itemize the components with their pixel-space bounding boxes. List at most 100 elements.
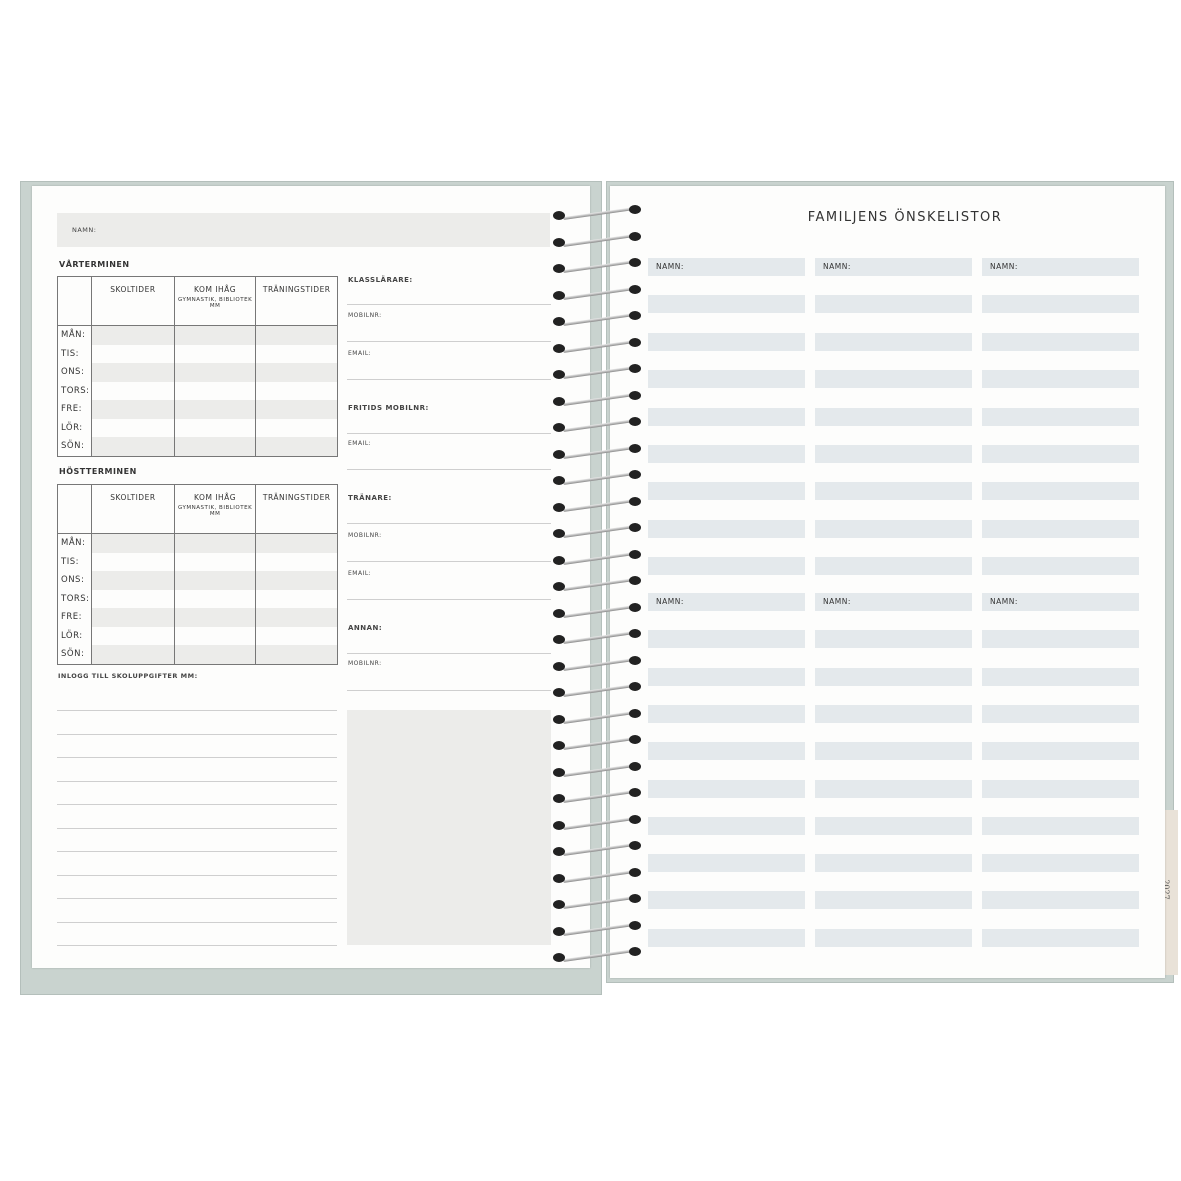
login-line[interactable]	[57, 757, 337, 758]
wishlist-item-field[interactable]	[815, 295, 972, 314]
wishlist-item-field[interactable]	[648, 779, 805, 798]
login-line[interactable]	[57, 921, 337, 923]
wishlist-item-field[interactable]	[815, 891, 972, 910]
wishlist-item-field[interactable]	[648, 445, 805, 463]
wishlist-item-field[interactable]	[648, 816, 805, 835]
wishlist-item-field[interactable]	[815, 854, 972, 873]
wishlist-item-field[interactable]	[648, 370, 805, 389]
wishlist-item-field[interactable]	[648, 704, 805, 723]
login-line[interactable]	[57, 874, 337, 876]
login-line[interactable]	[57, 851, 337, 852]
wishlist-item-field[interactable]	[648, 295, 805, 314]
cell[interactable]	[90, 325, 175, 345]
wishlist-item-field[interactable]	[982, 891, 1139, 910]
cell[interactable]	[90, 571, 175, 590]
year-tab[interactable]: 2027	[1162, 810, 1178, 975]
wishlist-item-field[interactable]	[648, 667, 805, 686]
cell[interactable]	[90, 344, 175, 363]
login-line[interactable]	[57, 945, 337, 946]
wishlist-name-field[interactable]: NAMN:	[648, 593, 805, 611]
wishlist-item-field[interactable]	[982, 742, 1139, 761]
login-line[interactable]	[57, 827, 337, 829]
wishlist-item-field[interactable]	[982, 557, 1139, 576]
wishlist-item-field[interactable]	[982, 370, 1139, 389]
wishlist-item-field[interactable]	[982, 332, 1139, 351]
wishlist-name-field[interactable]: NAMN:	[982, 258, 1139, 276]
cell[interactable]	[173, 533, 256, 553]
wishlist-item-field[interactable]	[648, 482, 805, 501]
wishlist-item-field[interactable]	[815, 779, 972, 798]
wishlist-item-field[interactable]	[982, 407, 1139, 426]
cell[interactable]	[255, 363, 338, 382]
cell[interactable]	[255, 344, 338, 363]
cell[interactable]	[255, 418, 338, 437]
cell[interactable]	[90, 626, 175, 645]
cell[interactable]	[255, 626, 338, 645]
wishlist-item-field[interactable]	[648, 332, 805, 351]
wishlist-item-field[interactable]	[815, 370, 972, 389]
contact-line[interactable]	[347, 433, 551, 434]
cell[interactable]	[90, 589, 175, 608]
wishlist-item-field[interactable]	[815, 630, 972, 649]
contact-line[interactable]	[347, 523, 551, 524]
cell[interactable]	[90, 533, 175, 553]
wishlist-item-field[interactable]	[815, 332, 972, 351]
login-line[interactable]	[57, 710, 337, 711]
login-line[interactable]	[57, 804, 337, 805]
wishlist-item-field[interactable]	[648, 407, 805, 426]
cell[interactable]	[255, 533, 338, 553]
cell[interactable]	[173, 400, 256, 419]
cell[interactable]	[255, 571, 338, 590]
wishlist-name-field[interactable]: NAMN:	[815, 258, 972, 276]
wishlist-item-field[interactable]	[815, 445, 972, 463]
cell[interactable]	[255, 437, 338, 456]
cell[interactable]	[255, 400, 338, 419]
wishlist-item-field[interactable]	[982, 630, 1139, 649]
cell[interactable]	[90, 381, 175, 400]
wishlist-item-field[interactable]	[982, 667, 1139, 686]
contact-line[interactable]	[347, 653, 551, 654]
wishlist-item-field[interactable]	[815, 557, 972, 576]
cell[interactable]	[255, 381, 338, 400]
login-line[interactable]	[57, 780, 337, 782]
wishlist-item-field[interactable]	[815, 816, 972, 835]
cell[interactable]	[255, 589, 338, 608]
wishlist-name-field[interactable]: NAMN:	[648, 258, 805, 276]
cell[interactable]	[90, 552, 175, 571]
contact-line[interactable]	[347, 379, 551, 380]
notes-box[interactable]	[347, 710, 551, 945]
wishlist-item-field[interactable]	[815, 667, 972, 686]
wishlist-item-field[interactable]	[982, 779, 1139, 798]
wishlist-item-field[interactable]	[648, 519, 805, 538]
login-line[interactable]	[57, 733, 337, 735]
wishlist-item-field[interactable]	[648, 854, 805, 873]
contact-line[interactable]	[347, 304, 551, 305]
wishlist-item-field[interactable]	[648, 557, 805, 576]
wishlist-item-field[interactable]	[815, 928, 972, 947]
cell[interactable]	[173, 552, 256, 571]
contact-line[interactable]	[347, 690, 551, 691]
cell[interactable]	[173, 344, 256, 363]
wishlist-item-field[interactable]	[982, 816, 1139, 835]
cell[interactable]	[173, 381, 256, 400]
wishlist-item-field[interactable]	[648, 928, 805, 947]
wishlist-item-field[interactable]	[815, 519, 972, 538]
wishlist-item-field[interactable]	[982, 295, 1139, 314]
cell[interactable]	[173, 589, 256, 608]
cell[interactable]	[90, 363, 175, 382]
wishlist-item-field[interactable]	[982, 854, 1139, 873]
wishlist-name-field[interactable]: NAMN:	[815, 593, 972, 611]
cell[interactable]	[173, 363, 256, 382]
contact-line[interactable]	[347, 561, 551, 562]
cell[interactable]	[173, 418, 256, 437]
wishlist-name-field[interactable]: NAMN:	[982, 593, 1139, 611]
cell[interactable]	[90, 645, 175, 664]
wishlist-item-field[interactable]	[648, 891, 805, 910]
wishlist-item-field[interactable]	[815, 742, 972, 761]
wishlist-item-field[interactable]	[815, 482, 972, 501]
wishlist-item-field[interactable]	[815, 407, 972, 426]
cell[interactable]	[173, 626, 256, 645]
cell[interactable]	[173, 645, 256, 664]
cell[interactable]	[255, 325, 338, 345]
wishlist-item-field[interactable]	[648, 630, 805, 649]
